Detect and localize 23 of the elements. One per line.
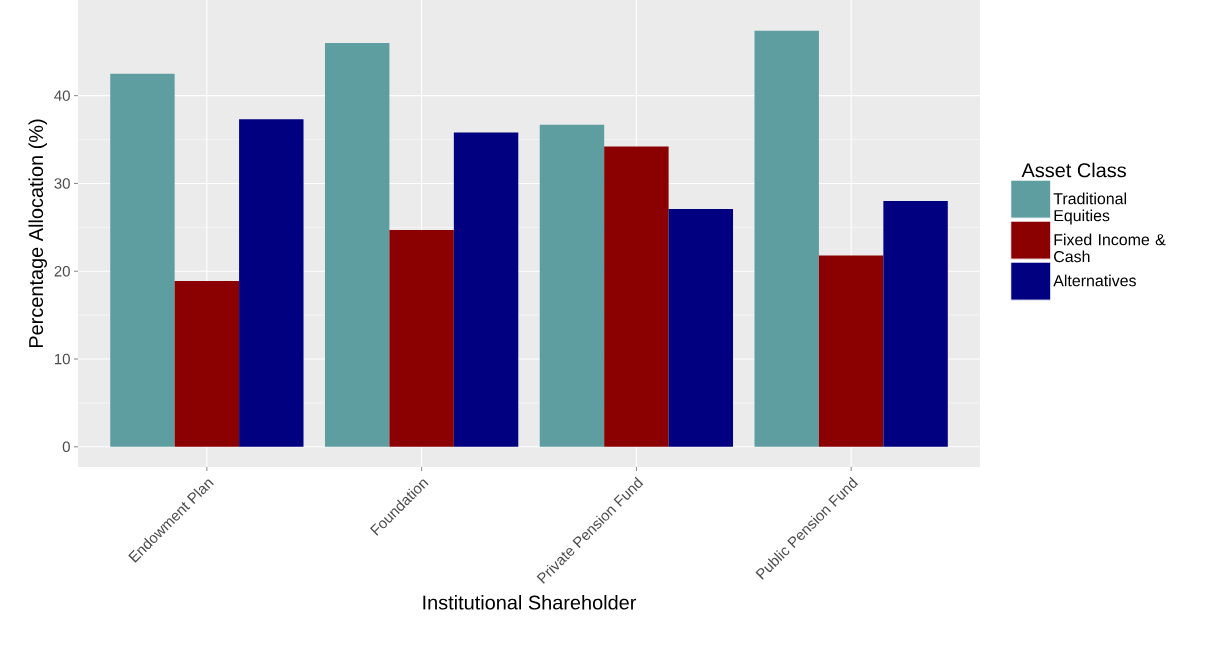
y-tick-label: 0 [62,441,70,453]
bar [110,73,175,447]
legend-label: Fixed Income & Cash [1054,233,1166,263]
legend-label: Traditional Equities [1053,192,1126,225]
bar [539,124,605,447]
bar [239,119,304,447]
legend-title: Asset Class [1021,162,1126,178]
x-axis-title: Institutional Shareholder [423,594,637,610]
bar [754,30,819,447]
bar [324,43,390,447]
legend-label: Alternatives [1053,274,1136,287]
y-tick-label: 30 [54,178,70,189]
bar [883,201,948,447]
y-tick-label: 40 [54,90,70,101]
bar [668,208,734,447]
y-axis-title: Percentage Allocation (%) [28,119,48,348]
bar [604,146,669,447]
bar [174,280,240,447]
bar [389,229,454,447]
bar [453,132,519,447]
y-tick-label: 10 [55,353,70,365]
y-tick-label: 20 [54,265,70,277]
bar [818,255,884,447]
